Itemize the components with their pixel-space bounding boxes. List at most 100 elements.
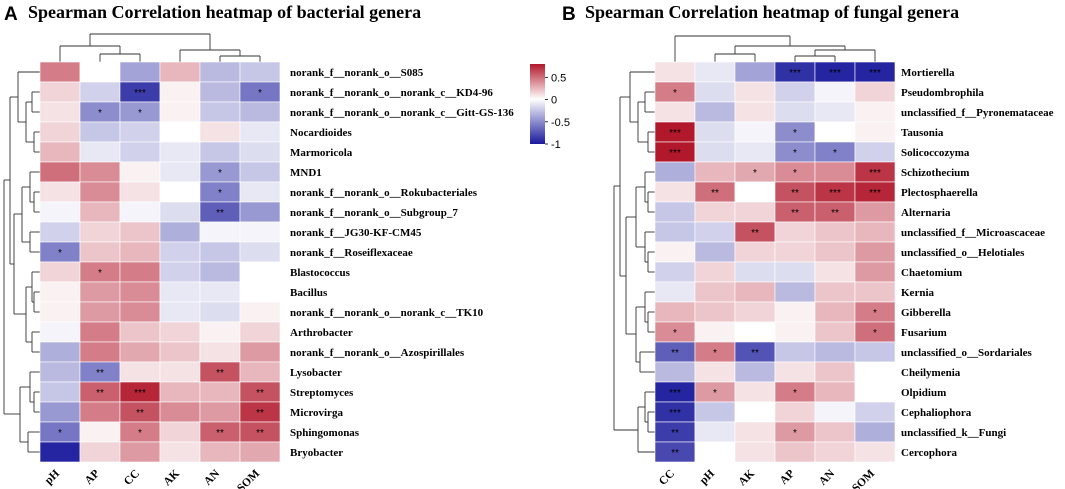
heatmap-a-cell: [39, 441, 81, 463]
colorbar: [530, 64, 545, 144]
row-label-b: Olpidium: [901, 387, 946, 399]
column-label-a: AK: [161, 468, 182, 489]
heatmap-a-cell: [239, 141, 281, 163]
heatmap-a-cell: [199, 261, 241, 283]
heatmap-a-cell: [79, 161, 121, 183]
heatmap-a-cell: [79, 81, 121, 103]
heatmap-b-cell: [814, 381, 856, 403]
heatmap-b-cell: [734, 441, 776, 463]
heatmap-a-cell: [239, 201, 281, 223]
colorbar-tick-label: -1: [551, 139, 561, 151]
heatmap-b-cell: [854, 201, 896, 223]
heatmap-a-cell: [119, 281, 161, 303]
heatmap-a-cell: [199, 121, 241, 143]
heatmap-a-cell: [39, 341, 81, 363]
heatmap-b-cell: [694, 161, 736, 183]
heatmap-a-cell: [39, 301, 81, 323]
heatmap-a-cell: [239, 281, 281, 303]
row-label-b: Alternaria: [901, 207, 951, 219]
heatmap-a-cell: [79, 221, 121, 243]
row-label-a: MND1: [290, 167, 322, 179]
colorbar-tick-label: 0: [551, 95, 557, 107]
heatmap-b-cell: [654, 221, 696, 243]
heatmap-b-cell: [654, 261, 696, 283]
heatmap-b-cell: [774, 241, 816, 263]
row-label-b: Chaetomium: [901, 267, 962, 279]
significance-star-b: *: [793, 128, 797, 139]
heatmap-b-cell: [854, 281, 896, 303]
row-label-b: unclassified_f__Microascaceae: [901, 227, 1045, 239]
heatmap-a-cell: [199, 321, 241, 343]
heatmap-b-cell: [854, 81, 896, 103]
significance-star-b: *: [833, 148, 837, 159]
heatmap-b-cell: [694, 421, 736, 443]
heatmap-a-cell: [159, 381, 201, 403]
significance-star-b: *: [793, 388, 797, 399]
panel-b-column-dendrogram: [674, 35, 876, 62]
column-label-a: SOM: [235, 468, 262, 489]
heatmap-b-cell: [694, 321, 736, 343]
heatmap-b-cell: [734, 401, 776, 423]
heatmap-a-cell: [119, 341, 161, 363]
row-label-b: unclassified_o__Helotiales: [901, 247, 1025, 259]
heatmap-b-cell: [814, 441, 856, 463]
row-label-b: Solicoccozyma: [901, 147, 970, 159]
row-label-a: norank_f__Roseiflexaceae: [290, 247, 413, 259]
heatmap-a-cell: [119, 141, 161, 163]
heatmap-a-cell: [239, 441, 281, 463]
heatmap-b-cell: [854, 141, 896, 163]
heatmap-b-cell: [654, 101, 696, 123]
heatmap-b-cell: [814, 421, 856, 443]
heatmap-a-cell: [239, 321, 281, 343]
colorbar-tick-label: -0.5: [551, 117, 570, 129]
heatmap-a-cell: [79, 441, 121, 463]
heatmap-a-cell: [239, 341, 281, 363]
significance-star-b: ***: [869, 68, 881, 79]
heatmap-b-cell: [814, 261, 856, 283]
heatmap-b-cell: [854, 241, 896, 263]
significance-star-a: *: [98, 108, 102, 119]
heatmap-a-cell: [39, 161, 81, 183]
heatmap-a-cell: [119, 61, 161, 83]
heatmap-a-cell: [39, 81, 81, 103]
row-label-b: Cheilymenia: [901, 367, 961, 379]
heatmap-b-cell: [654, 301, 696, 323]
heatmap-a-cell: [159, 101, 201, 123]
heatmap-b-cell: [774, 81, 816, 103]
heatmap-a-cell: [199, 341, 241, 363]
significance-star-b: *: [873, 328, 877, 339]
heatmap-b-cell: [854, 101, 896, 123]
row-label-a: Microvirga: [290, 407, 343, 419]
heatmap-b-cell: [694, 401, 736, 423]
significance-star-a: *: [218, 168, 222, 179]
significance-star-a: **: [216, 208, 224, 219]
panel-b-title: Spearman Correlation heatmap of fungal g…: [585, 2, 959, 22]
heatmap-a-cell: [159, 81, 201, 103]
heatmap-b-cell: [694, 441, 736, 463]
row-label-a: Sphingomonas: [290, 427, 360, 439]
heatmap-b-cell: [654, 181, 696, 203]
significance-star-b: **: [751, 228, 759, 239]
heatmap-a-cell: [119, 361, 161, 383]
significance-star-b: **: [831, 208, 839, 219]
heatmap-a-cell: [79, 241, 121, 263]
heatmap-a-cell: [119, 241, 161, 263]
heatmap-b-cell: [654, 161, 696, 183]
heatmap-a-cell: [39, 141, 81, 163]
significance-star-b: ***: [829, 188, 841, 199]
significance-star-b: ***: [669, 128, 681, 139]
heatmap-a-cell: [159, 401, 201, 423]
significance-star-b: *: [873, 308, 877, 319]
heatmap-b-cell: [654, 201, 696, 223]
heatmap-a-cell: [159, 121, 201, 143]
heatmap-a-cell: [39, 61, 81, 83]
row-label-a: Lysobacter: [290, 367, 342, 379]
row-label-a: Nocardioides: [290, 127, 352, 139]
heatmap-a-cell: [119, 261, 161, 283]
colorbar-ticks: 0.5 0 -0.5 -1: [545, 72, 570, 151]
significance-star-b: ***: [669, 388, 681, 399]
heatmap-b-cell: [814, 361, 856, 383]
significance-star-a: ***: [134, 388, 146, 399]
significance-star-a: **: [216, 428, 224, 439]
